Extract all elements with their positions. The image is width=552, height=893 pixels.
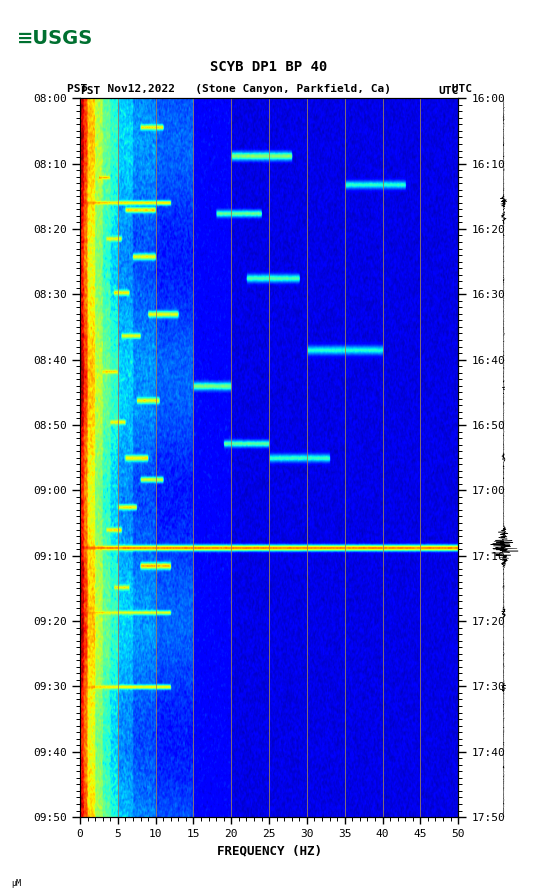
Text: ≡USGS: ≡USGS — [17, 29, 93, 47]
Text: PST   Nov12,2022   (Stone Canyon, Parkfield, Ca)         UTC: PST Nov12,2022 (Stone Canyon, Parkfield,… — [67, 84, 471, 94]
X-axis label: FREQUENCY (HZ): FREQUENCY (HZ) — [216, 845, 322, 857]
Text: UTC: UTC — [438, 86, 458, 96]
Text: PST: PST — [80, 86, 100, 96]
Text: SCYB DP1 BP 40: SCYB DP1 BP 40 — [210, 60, 328, 74]
Text: μM: μM — [11, 879, 21, 888]
